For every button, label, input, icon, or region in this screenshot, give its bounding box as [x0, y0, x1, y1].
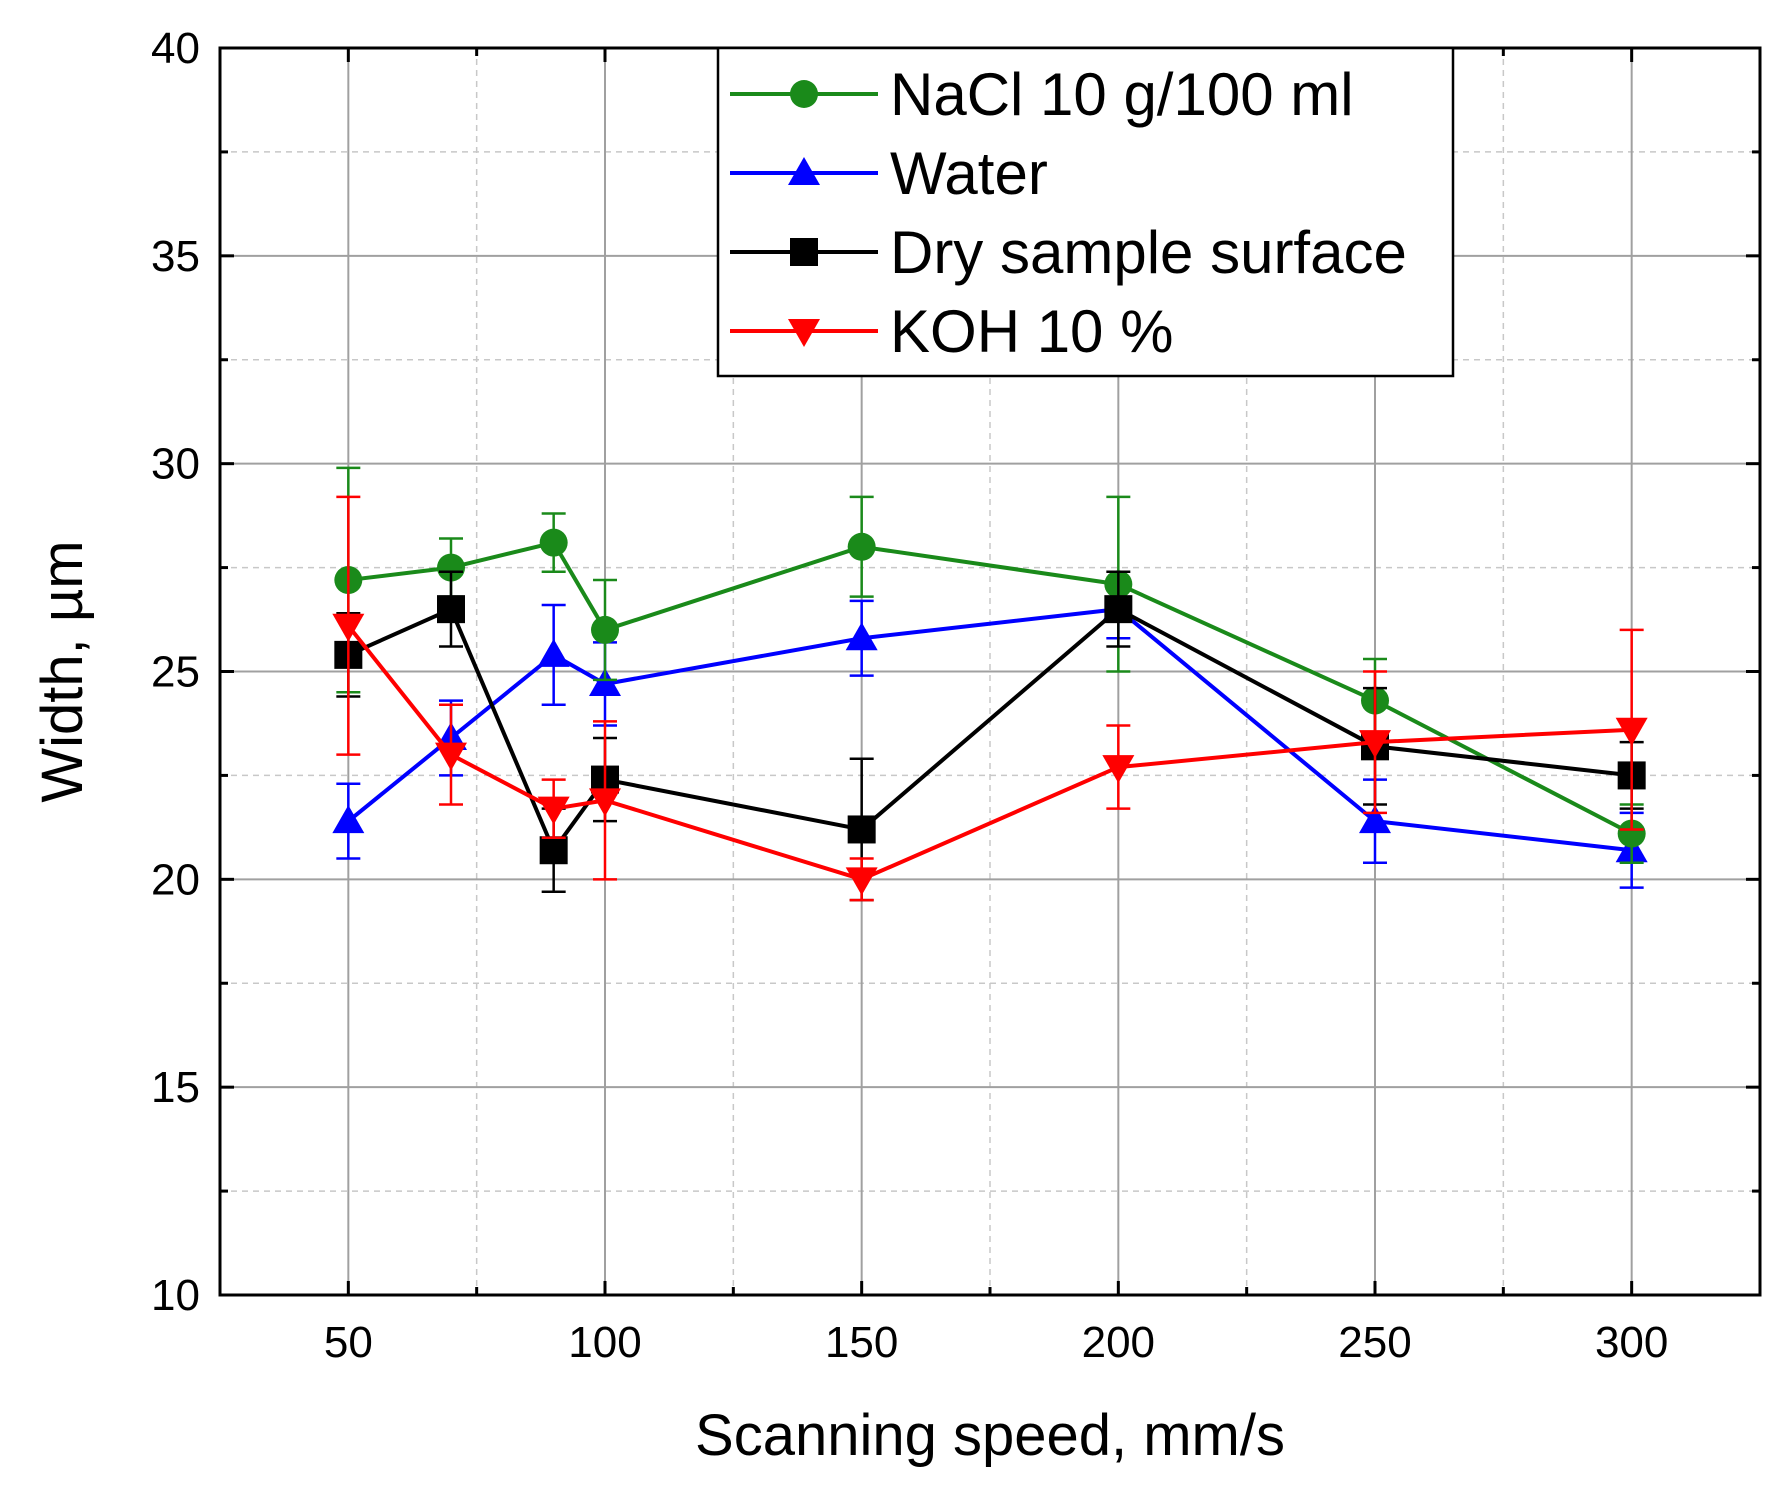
legend-marker: [788, 319, 820, 347]
legend-marker: [790, 80, 818, 108]
data-point: [589, 667, 621, 696]
legend-item-koh-10: KOH 10 %: [730, 298, 1173, 365]
data-point: [539, 836, 568, 865]
data-point: [539, 528, 568, 557]
series-koh-10: [332, 495, 1648, 902]
data-point: [437, 595, 465, 624]
data-point: [591, 615, 619, 644]
y-tick-label: 40: [151, 24, 200, 73]
x-tick-label: 250: [1338, 1318, 1411, 1367]
data-point: [332, 613, 365, 642]
data-point: [1359, 805, 1391, 834]
data-point: [435, 742, 467, 771]
data-point: [537, 638, 570, 667]
data-point: [1104, 595, 1133, 624]
data-point: [847, 815, 876, 844]
legend-marker: [788, 157, 820, 185]
data-point: [437, 553, 465, 582]
x-tick-label: 200: [1082, 1318, 1155, 1367]
data-point: [589, 788, 621, 817]
y-tick-label: 20: [151, 855, 200, 904]
data-point: [847, 532, 876, 561]
y-tick-label: 30: [151, 440, 200, 489]
legend: NaCl 10 g/100 ml Water Dry sample surface K…: [716, 46, 1455, 378]
legend-item-water: Water: [730, 140, 1048, 207]
y-tick-label: 35: [151, 232, 200, 281]
series-line-water: [347, 607, 1632, 853]
series-line-nacl-10-g-100-ml: [348, 540, 1633, 836]
x-tick-label: 50: [324, 1318, 373, 1367]
series-line-dry-sample-surface: [347, 607, 1632, 853]
series-line-koh-10: [346, 624, 1632, 882]
y-tick-label: 15: [151, 1063, 200, 1112]
legend-box: [716, 46, 1455, 378]
data-point: [1359, 730, 1391, 759]
data-point: [845, 622, 878, 651]
legend-item-dry-sample-surface: Dry sample surface: [730, 219, 1407, 286]
y-tick-label: 10: [151, 1271, 200, 1320]
data-point: [332, 805, 365, 834]
x-tick-label: 100: [568, 1318, 641, 1367]
data-point: [1617, 819, 1646, 848]
legend-marker: [790, 238, 818, 266]
legend-item-nacl-10-g-100-ml: NaCl 10 g/100 ml: [730, 61, 1354, 128]
data-point: [537, 796, 570, 825]
legend-label: Water: [890, 140, 1048, 207]
legend-label: KOH 10 %: [890, 298, 1173, 365]
legend-label: Dry sample surface: [890, 219, 1407, 286]
y-axis-title: Width, µm: [30, 540, 95, 802]
data-point: [1102, 755, 1135, 784]
x-tick-label: 150: [825, 1318, 898, 1367]
x-tick-label: 300: [1595, 1318, 1668, 1367]
legend-label: NaCl 10 g/100 ml: [890, 61, 1354, 128]
series-layer: [332, 466, 1648, 902]
data-point: [1615, 717, 1648, 746]
tick-labels: 50 100 150 200 250 300 10 15 20 25 30 35 40: [151, 24, 1668, 1367]
y-tick-label: 25: [151, 648, 200, 697]
x-axis-title: Scanning speed, mm/s: [695, 1403, 1285, 1468]
markers-koh-10: [332, 613, 1648, 896]
data-point: [845, 867, 878, 896]
